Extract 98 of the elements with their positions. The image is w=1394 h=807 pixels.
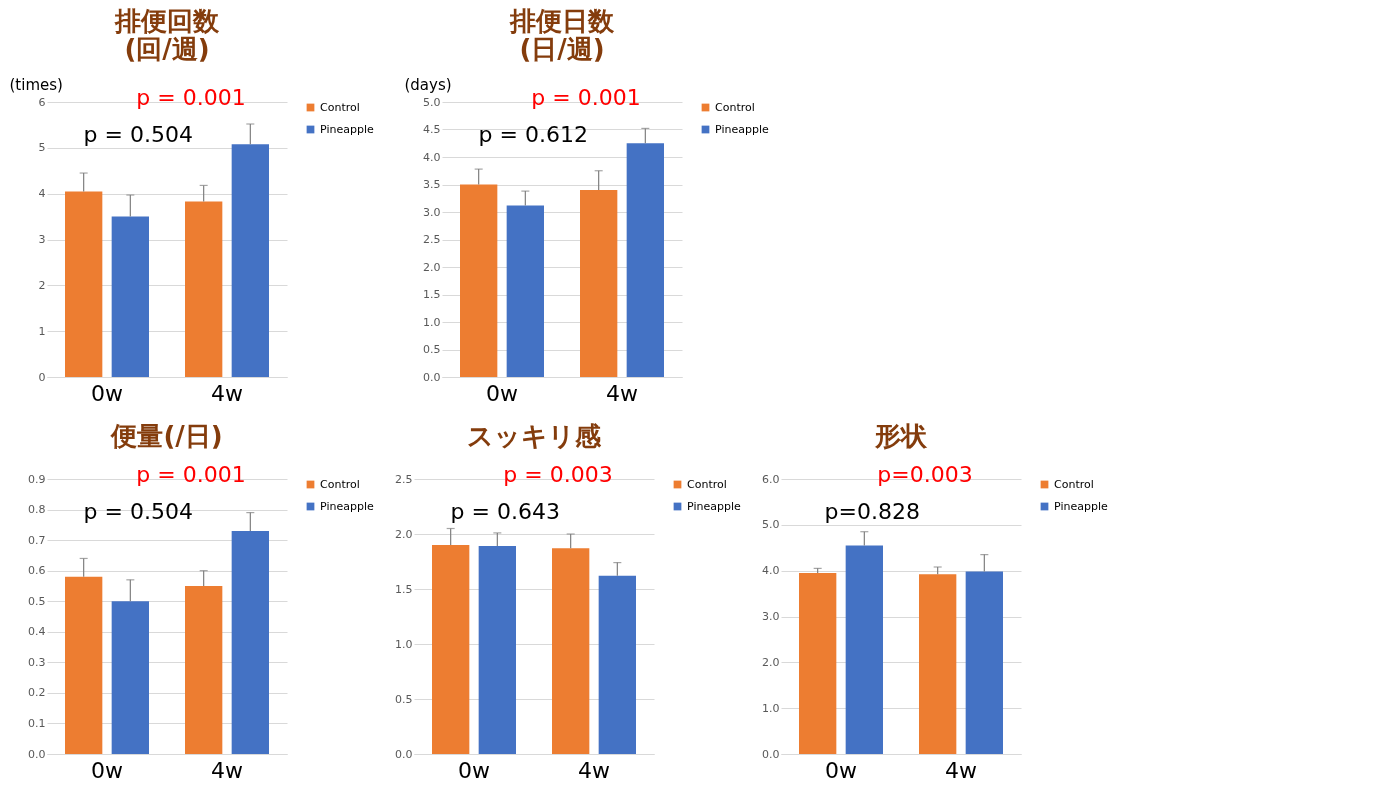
y-tick-label: 0 <box>38 370 46 384</box>
legend-label: Pineapple <box>687 499 741 513</box>
bar <box>65 576 103 754</box>
y-tick-label: 3.0 <box>762 610 780 623</box>
y-tick-label: 0.6 <box>28 564 46 578</box>
bar <box>845 545 883 754</box>
y-tick-label: 2 <box>38 278 46 292</box>
y-tick-label: 0.0 <box>395 747 413 761</box>
y-tick-label: 0.7 <box>28 533 46 547</box>
y-tick-label: 1.5 <box>395 582 413 596</box>
bar <box>111 216 149 377</box>
bar <box>432 545 470 754</box>
legend-label: Pineapple <box>1054 499 1108 513</box>
y-tick-label: 0.3 <box>28 655 46 669</box>
x-tick-label: 4w <box>945 757 977 783</box>
legend-label: Control <box>320 100 360 114</box>
y-tick-label: 2.0 <box>762 655 780 669</box>
bar <box>460 184 498 377</box>
chart-title: 便量(/日) <box>110 421 223 451</box>
x-tick-label: 0w <box>91 757 123 783</box>
x-tick-label: 0w <box>486 380 518 406</box>
y-tick-label: 0.2 <box>28 686 46 700</box>
y-tick-label: 5 <box>38 141 46 155</box>
annotation: p = 0.001 <box>531 85 641 110</box>
legend-label: Control <box>715 100 755 114</box>
y-tick-label: 6 <box>38 95 46 109</box>
annotation: p=0.003 <box>877 462 973 487</box>
bar <box>552 548 590 754</box>
bar <box>965 571 1003 754</box>
y-tick-label: 1.0 <box>423 315 441 329</box>
bar <box>580 190 618 377</box>
annotation: p = 0.612 <box>478 122 588 147</box>
y-tick-label: 2.0 <box>395 527 413 541</box>
y-tick-label: 6.0 <box>762 472 780 486</box>
x-tick-label: 4w <box>578 757 610 783</box>
y-tick-label: 2.0 <box>423 260 441 274</box>
bar <box>598 575 636 754</box>
legend-label: Control <box>687 477 727 491</box>
x-tick-label: 0w <box>458 757 490 783</box>
y-tick-label: 2.5 <box>423 233 441 246</box>
y-axis-title: (times) <box>9 75 63 94</box>
annotation: p = 0.001 <box>136 85 246 110</box>
bar <box>478 546 516 754</box>
y-tick-label: 5.0 <box>423 95 441 109</box>
y-tick-label: 0.5 <box>28 594 46 608</box>
bar <box>231 144 269 377</box>
legend-label: Control <box>1054 477 1094 491</box>
chart-title: スッキリ感 <box>467 421 602 451</box>
y-tick-label: 3.5 <box>423 178 441 191</box>
bar <box>506 205 544 377</box>
y-tick-label: 5.0 <box>762 518 780 532</box>
y-tick-label: 0.9 <box>28 472 46 486</box>
chart-title: 形状 <box>874 421 928 451</box>
bar <box>919 574 957 754</box>
y-tick-label: 0.4 <box>28 625 46 639</box>
bar <box>799 572 837 754</box>
annotation: p = 0.003 <box>503 462 613 487</box>
x-tick-label: 0w <box>91 380 123 406</box>
bar <box>65 191 103 377</box>
legend-label: Control <box>320 477 360 491</box>
legend-label: Pineapple <box>715 122 769 136</box>
legend-label: Pineapple <box>320 499 374 513</box>
y-tick-label: 3.0 <box>423 205 441 219</box>
x-tick-label: 0w <box>825 757 857 783</box>
y-tick-label: 0.1 <box>28 716 46 730</box>
bar <box>185 585 223 754</box>
bar <box>231 530 269 754</box>
annotation: p = 0.643 <box>450 499 560 524</box>
y-tick-label: 0.0 <box>762 747 780 761</box>
legend-label: Pineapple <box>320 122 374 136</box>
y-tick-label: 0.5 <box>423 343 441 356</box>
y-tick-label: 4.5 <box>423 123 441 136</box>
chart-title: 排便回数 (回/週) <box>114 6 220 64</box>
y-tick-label: 4 <box>38 187 46 201</box>
y-tick-label: 1.0 <box>395 637 413 651</box>
annotation: p = 0.001 <box>136 462 246 487</box>
annotation: p = 0.504 <box>83 499 193 524</box>
annotation: p = 0.504 <box>83 122 193 147</box>
y-tick-label: 1.5 <box>423 288 441 301</box>
annotation: p=0.828 <box>824 499 920 524</box>
y-tick-label: 3 <box>38 233 46 246</box>
x-tick-label: 4w <box>606 380 638 406</box>
y-tick-label: 0.0 <box>423 370 441 384</box>
y-tick-label: 0.5 <box>395 692 413 706</box>
chart-title: 排便日数 (日/週) <box>509 6 615 64</box>
bar <box>111 601 149 754</box>
y-tick-label: 2.5 <box>395 472 413 486</box>
x-tick-label: 4w <box>211 380 243 406</box>
y-tick-label: 4.0 <box>423 150 441 164</box>
bar <box>185 201 223 377</box>
y-tick-label: 0.0 <box>28 747 46 761</box>
y-tick-label: 0.8 <box>28 503 46 517</box>
y-tick-label: 4.0 <box>762 564 780 578</box>
bar <box>626 143 664 377</box>
x-tick-label: 4w <box>211 757 243 783</box>
y-tick-label: 1 <box>38 324 46 338</box>
y-tick-label: 1.0 <box>762 701 780 715</box>
y-axis-title: (days) <box>404 75 452 94</box>
